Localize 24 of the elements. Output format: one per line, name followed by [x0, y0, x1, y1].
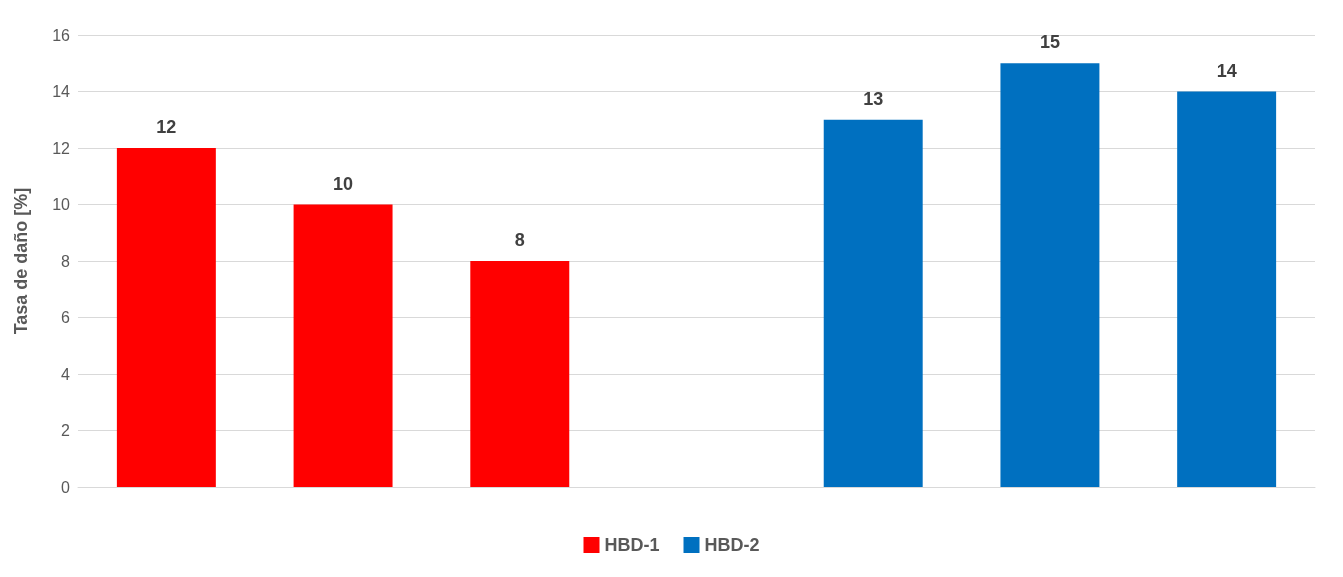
data-label: 14 [1216, 60, 1237, 81]
y-tick-label: 4 [61, 365, 71, 383]
y-tick-label: 10 [52, 196, 71, 213]
legend-label: HBD-1 [604, 535, 660, 555]
y-tick-label: 0 [61, 478, 71, 496]
legend-label: HBD-2 [704, 535, 760, 555]
bar [293, 204, 393, 487]
data-label: 10 [333, 173, 354, 194]
data-label: 15 [1039, 32, 1060, 53]
y-tick-label: 8 [61, 252, 71, 270]
bar [1000, 63, 1100, 487]
bar [116, 148, 216, 487]
bar [470, 261, 570, 487]
y-tick-label: 6 [61, 309, 71, 326]
y-axis-title: Tasa de daño [%] [11, 187, 31, 335]
y-tick-label: 12 [52, 139, 71, 157]
y-tick-label: 16 [52, 26, 71, 44]
data-label: 13 [863, 88, 884, 109]
y-tick-label: 14 [52, 83, 71, 100]
data-label: 12 [156, 117, 177, 137]
bar [823, 119, 923, 487]
bar [1177, 91, 1277, 487]
y-tick-label: 2 [61, 422, 71, 439]
data-label: 8 [514, 230, 525, 250]
